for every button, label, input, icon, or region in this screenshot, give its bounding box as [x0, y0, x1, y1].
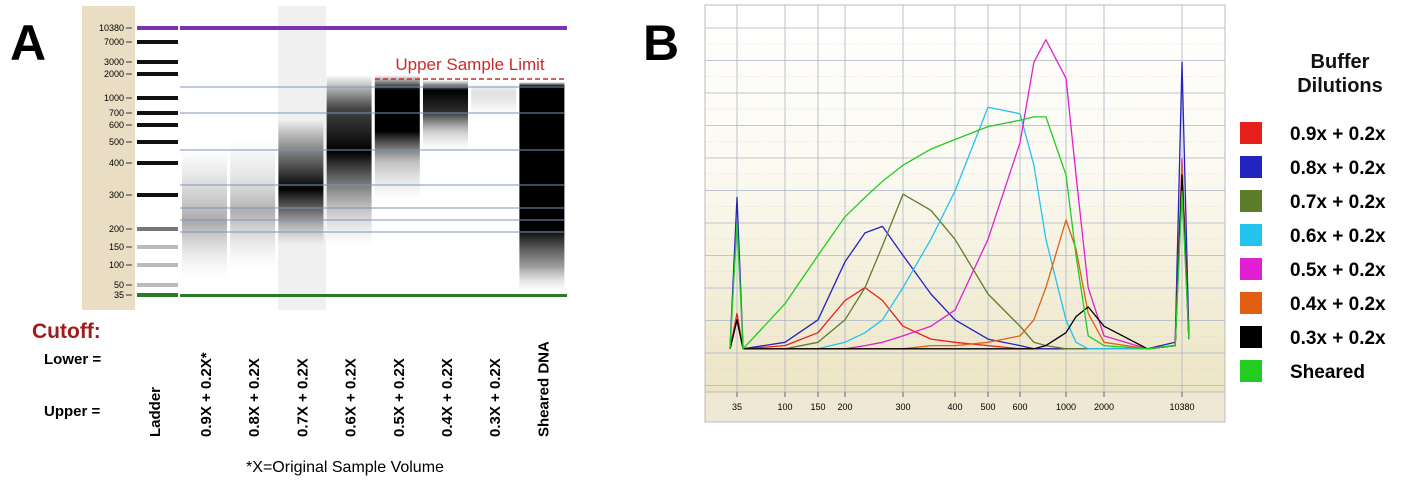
legend-label: 0.9x + 0.2x	[1290, 124, 1386, 145]
upper-marker	[180, 26, 567, 30]
legend-label: 0.7x + 0.2x	[1290, 192, 1386, 213]
legend-swatch	[1240, 190, 1262, 212]
ladder-band	[137, 26, 178, 30]
lane-label: Ladder	[147, 387, 164, 437]
lane-label: 0.4X + 0.2X	[439, 358, 456, 437]
lower-label: Lower =	[44, 351, 101, 368]
legend-label: Sheared	[1290, 362, 1365, 383]
ladder-size-label: 500	[109, 137, 124, 147]
legend-label: 0.5x + 0.2x	[1290, 260, 1386, 281]
ladder-size-label: 600	[109, 120, 124, 130]
x-tick-label: 300	[895, 402, 910, 412]
ladder-band	[137, 111, 178, 115]
ladder-size-label: 10380	[99, 23, 124, 33]
x-tick-label: 150	[810, 402, 825, 412]
ladder-size-label: 50	[114, 280, 124, 290]
ladder-band	[137, 283, 178, 287]
x-tick-label: 100	[777, 402, 792, 412]
x-tick-label: 1000	[1056, 402, 1076, 412]
legend-title: Buffer Dilutions	[1297, 51, 1383, 97]
ladder-band	[137, 40, 178, 44]
ladder-size-label: 35	[114, 290, 124, 300]
plot-area	[704, 4, 1226, 393]
legend-label: 0.4x + 0.2x	[1290, 294, 1386, 315]
x-tick-label: 600	[1012, 402, 1027, 412]
ladder-band	[137, 227, 178, 231]
ladder-band	[137, 193, 178, 197]
series-line	[729, 174, 1190, 350]
x-tick-label: 400	[947, 402, 962, 412]
gel-smear	[374, 75, 420, 200]
lane-label: 0.6X + 0.2X	[343, 358, 360, 437]
lane-label: 0.3X + 0.2X	[487, 358, 504, 437]
ladder-band	[137, 161, 178, 165]
panel-label: A	[10, 15, 46, 71]
panel-label: B	[643, 15, 679, 71]
series-line	[729, 116, 1190, 350]
upper-label: Upper =	[44, 403, 101, 420]
ladder-band	[137, 123, 178, 127]
ladder-column	[82, 6, 135, 310]
ladder-band	[137, 293, 178, 297]
legend-swatch	[1240, 224, 1262, 246]
x-axis-strip	[704, 391, 1226, 423]
ladder-band	[137, 96, 178, 100]
x-tick-label: 2000	[1094, 402, 1114, 412]
ladder-size-label: 150	[109, 242, 124, 252]
ladder-band	[137, 60, 178, 64]
gel-lanes	[180, 26, 567, 297]
ladder-band	[137, 72, 178, 76]
ladder-size-label: 2000	[104, 69, 124, 79]
ladder-size-label: 7000	[104, 37, 124, 47]
ladder-band	[137, 140, 178, 144]
x-tick-label: 10380	[1169, 402, 1194, 412]
x-tick-label: 200	[837, 402, 852, 412]
x-tick-label: 500	[980, 402, 995, 412]
legend-swatch	[1240, 292, 1262, 314]
ladder-size-label: 100	[109, 260, 124, 270]
gel-smear	[423, 80, 468, 150]
legend-label: 0.3x + 0.2x	[1290, 328, 1386, 349]
lane-label: 0.8X + 0.2X	[246, 358, 263, 437]
ladder-band	[137, 245, 178, 249]
ladder-size-label: 1000	[104, 93, 124, 103]
gel-smear	[326, 75, 372, 245]
lower-marker	[180, 294, 567, 297]
gel-smear	[519, 82, 565, 292]
gel-smear	[278, 120, 324, 245]
lane-label: 0.9X + 0.2X*	[198, 352, 215, 437]
plot	[705, 5, 1225, 392]
footnote: *X=Original Sample Volume	[246, 459, 444, 476]
lane-label: Sheared DNA	[535, 341, 552, 437]
legend-label: 0.6x + 0.2x	[1290, 226, 1386, 247]
legend-swatch	[1240, 122, 1262, 144]
legend-swatch	[1240, 258, 1262, 280]
ladder-size-label: 300	[109, 190, 124, 200]
legend-swatch	[1240, 326, 1262, 348]
legend-swatch	[1240, 156, 1262, 178]
ladder-size-label: 3000	[104, 57, 124, 67]
ladder-size-label: 700	[109, 108, 124, 118]
legend-label: 0.8x + 0.2x	[1290, 158, 1386, 179]
lane-label: 0.5X + 0.2X	[391, 358, 408, 437]
gel-smear	[230, 140, 276, 270]
lane-label: 0.7X + 0.2X	[294, 358, 311, 437]
gel-smear	[182, 150, 227, 280]
ladder-band	[137, 263, 178, 267]
ladder-size-label: 200	[109, 224, 124, 234]
legend-swatch	[1240, 360, 1262, 382]
cutoff-label: Cutoff:	[32, 320, 101, 343]
x-tick-label: 35	[732, 402, 742, 412]
ladder-size-label: 400	[109, 158, 124, 168]
upper-limit-label: Upper Sample Limit	[395, 55, 545, 74]
